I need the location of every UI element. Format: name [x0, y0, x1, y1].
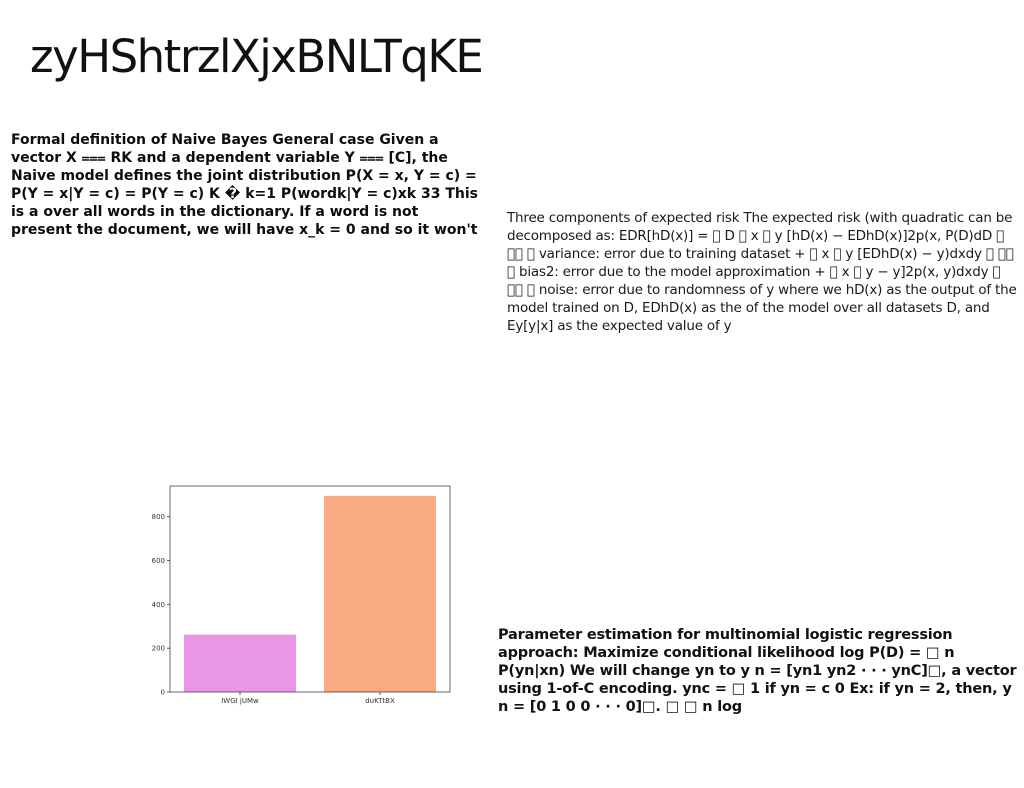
x-tick-label-0: IWGI jUMw	[221, 697, 259, 705]
y-tick-label-0: 0	[161, 689, 165, 697]
bar-chart-svg: IWGI jUMw duKTtBX 0 200 400 600 800	[152, 485, 451, 705]
y-tick-label-4: 800	[152, 513, 165, 521]
y-tick-label-3: 600	[152, 557, 165, 565]
naive-bayes-text: Formal definition of Naive Bayes General…	[11, 132, 478, 238]
expected-risk-text: Three components of expected risk The ex…	[507, 210, 1017, 334]
y-tick-label-2: 400	[152, 601, 165, 609]
bar-0	[184, 634, 296, 692]
page-title: zyHShtrzlXjxBNLTqKE	[30, 30, 484, 83]
y-tick-label-1: 200	[152, 645, 165, 653]
x-tick-label-1: duKTtBX	[365, 697, 395, 705]
logistic-regression-text: Parameter estimation for multinomial log…	[498, 627, 1017, 715]
bar-chart: IWGI jUMw duKTtBX 0 200 400 600 800	[130, 478, 460, 710]
bar-1	[324, 495, 436, 692]
plot-frame	[169, 485, 451, 693]
